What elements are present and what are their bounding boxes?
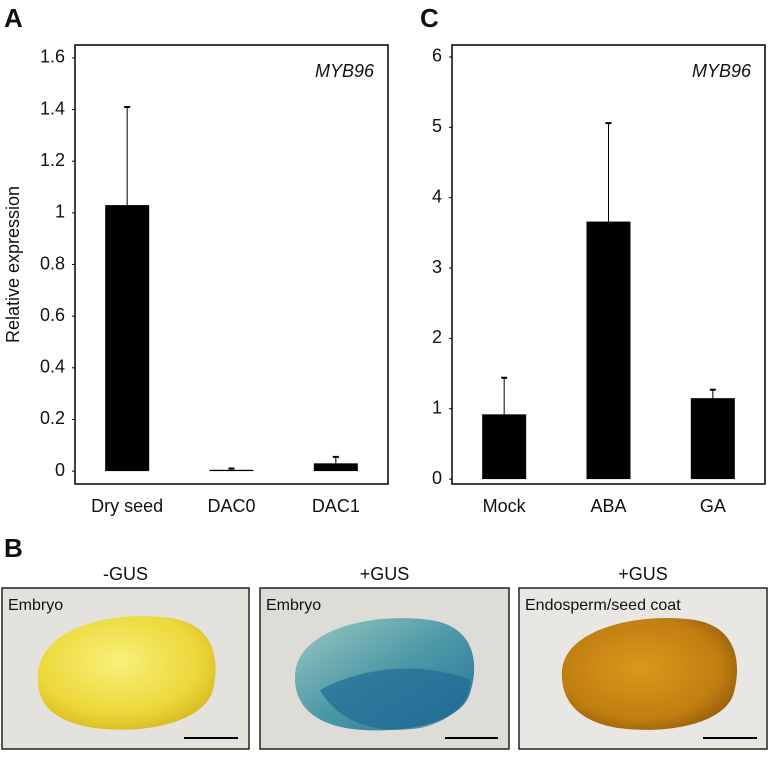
y-tick-label: 1.4 [40,98,65,118]
y-tick-label: 1.6 [40,47,65,67]
photo-label: Endosperm/seed coat [525,597,681,614]
photo-backgrounds [1,587,768,750]
photo-title: +GUS [618,564,668,584]
y-tick-label: 1 [432,397,442,417]
photo-label: Embryo [266,597,321,614]
x-tick-label: DAC0 [207,496,255,516]
y-tick-label: 4 [432,186,442,206]
x-tick-label: DAC1 [312,496,360,516]
y-tick-label: 0.8 [40,253,65,273]
y-tick-label: 0.4 [40,357,65,377]
panel-label: A [4,3,23,33]
gene-annotation: MYB96 [692,61,752,81]
photo-title: +GUS [360,564,410,584]
photo-title: -GUS [103,564,148,584]
bar [690,398,735,480]
y-tick-label: 5 [432,116,442,136]
panel-label: B [4,533,23,563]
bar [209,469,254,472]
plot-frame [451,44,766,485]
gene-annotation: MYB96 [315,61,375,81]
panel-label: C [420,3,439,33]
bar [313,463,358,472]
y-tick-label: 0.6 [40,305,65,325]
y-tick-label: 1 [55,202,65,222]
y-tick-label: 1.2 [40,150,65,170]
y-axis-label: Relative expression [3,186,23,343]
x-tick-label: GA [700,496,726,516]
x-tick-label: Dry seed [91,496,163,516]
bar [586,221,631,480]
y-tick-label: 2 [432,327,442,347]
photo-label: Embryo [8,597,63,614]
bar [105,205,150,472]
x-tick-label: ABA [590,496,626,516]
y-tick-label: 3 [432,257,442,277]
y-tick-label: 0.2 [40,408,65,428]
y-tick-label: 0 [432,468,442,488]
x-tick-label: Mock [483,496,527,516]
y-tick-label: 6 [432,46,442,66]
y-tick-label: 0 [55,460,65,480]
bar [482,414,527,480]
